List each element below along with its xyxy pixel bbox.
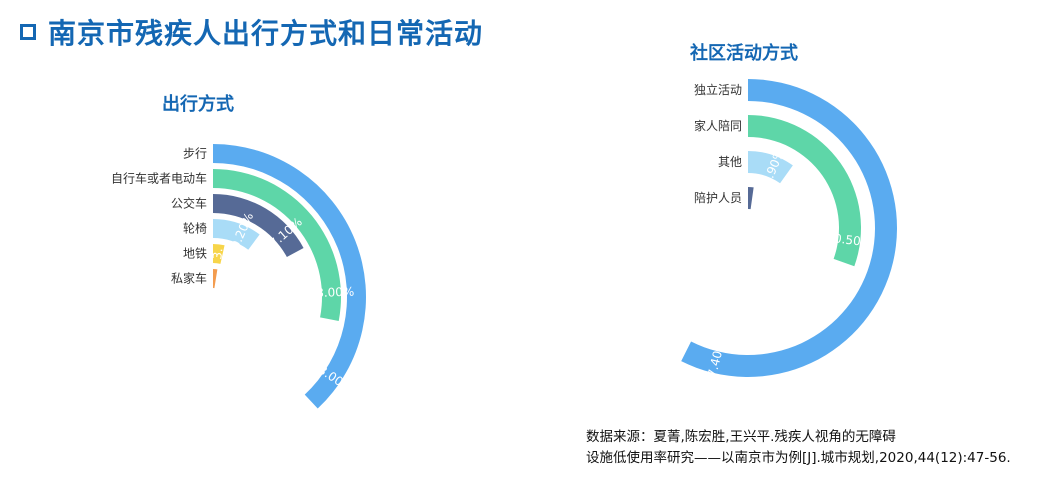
travel-mode-bar-5 <box>213 269 218 289</box>
travel-mode-category-label-1: 自行车或者电动车 <box>111 171 207 186</box>
community-activity-bar-2 <box>748 151 793 184</box>
community-activity-category-label-1: 家人陪同 <box>694 118 742 133</box>
travel-mode-category-label-0: 步行 <box>183 147 207 161</box>
travel-mode-bar-0 <box>213 144 366 409</box>
data-source-line-1: 数据来源：夏菁,陈宏胜,王兴平.残疾人视角的无障碍 <box>586 429 896 445</box>
community-activity-bar-3 <box>748 187 754 210</box>
community-activity-chart-title: 社区活动方式 <box>690 42 798 64</box>
travel-mode-bar-4 <box>213 244 225 264</box>
data-source-note: 数据来源：夏菁,陈宏胜,王兴平.残疾人视角的无障碍 设施低使用率研究——以南京市… <box>586 427 1056 469</box>
community-activity-category-label-0: 独立活动 <box>694 82 742 97</box>
title-square-icon <box>20 24 36 40</box>
community-activity-category-label-2: 其他 <box>718 155 742 169</box>
community-activity-category-label-3: 陪护人员 <box>694 190 742 205</box>
page-title-text: 南京市残疾人出行方式和日常活动 <box>48 17 484 50</box>
travel-mode-bar-1 <box>213 169 341 321</box>
travel-mode-value-label-4: 3. <box>210 247 225 260</box>
travel-mode-bar-2 <box>213 194 304 257</box>
data-source-line-2: 设施低使用率研究——以南京市为例[J].城市规划,2020,44(12):47-… <box>586 450 1011 466</box>
travel-mode-bar-3 <box>213 219 260 250</box>
page-title: 南京市残疾人出行方式和日常活动 <box>20 12 483 52</box>
community-activity-value-label-1: 30.50% <box>826 230 873 249</box>
travel-mode-category-label-2: 公交车 <box>171 196 207 211</box>
travel-mode-category-label-3: 轮椅 <box>183 222 207 236</box>
travel-mode-category-label-4: 地铁 <box>183 247 207 261</box>
travel-mode-category-label-5: 私家车 <box>171 271 207 286</box>
community-activity-bar-1 <box>748 115 862 267</box>
community-activity-bar-0 <box>681 79 897 378</box>
travel-mode-value-label-1: 28.00% <box>308 285 354 301</box>
travel-mode-chart-title: 出行方式 <box>162 93 234 115</box>
